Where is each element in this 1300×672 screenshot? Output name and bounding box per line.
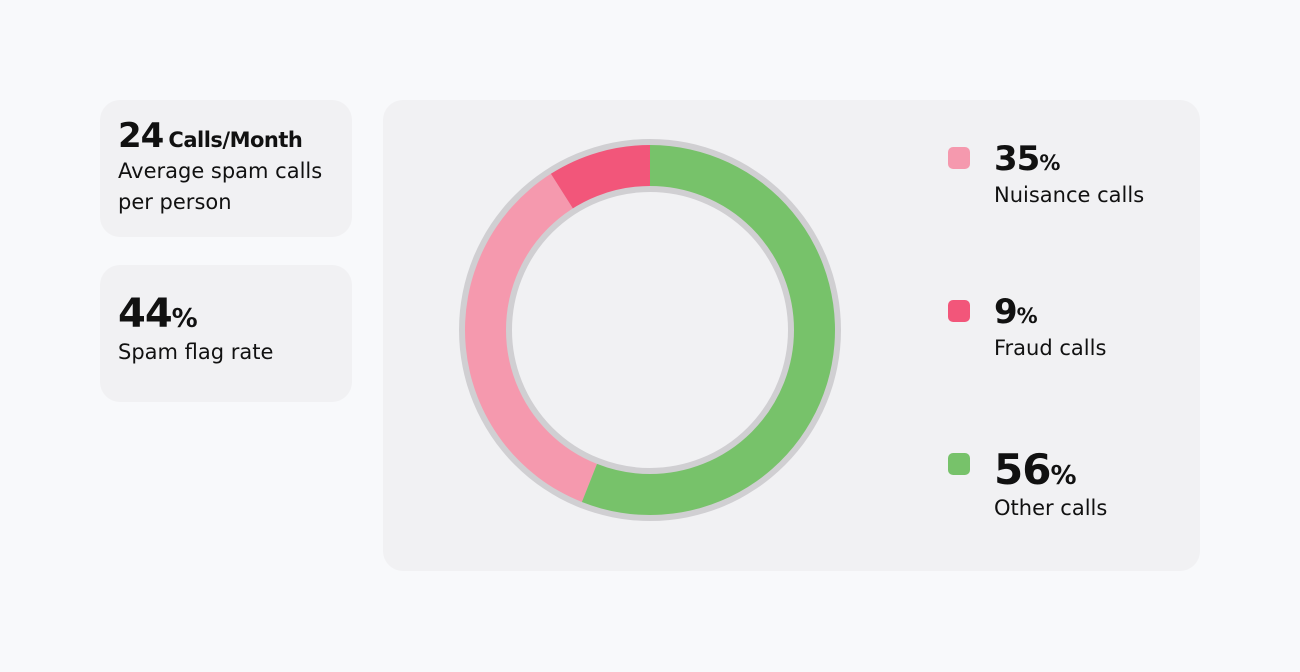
stat-value: 44 [118,291,173,337]
legend-swatch [948,147,970,169]
donut-segment [550,145,650,212]
legend-value: 56% [994,445,1077,494]
legend-label: Nuisance calls [994,183,1145,207]
stat-card: 24 Calls/Month Average spam calls per pe… [100,100,352,237]
legend-unit: % [1050,461,1077,491]
legend-unit: % [1016,304,1038,328]
legend-label: Fraud calls [994,336,1107,360]
stat-unit: Calls/Month [168,128,303,152]
legend-swatch [948,300,970,322]
legend-number: 9 [994,292,1018,332]
legend-unit: % [1039,151,1060,175]
donut-chart [459,139,841,521]
donut-segment [465,173,599,503]
legend-label: Other calls [994,496,1108,520]
legend-number: 35 [994,139,1040,179]
legend-number: 56 [994,445,1051,494]
stat-unit: % [171,304,198,334]
stat-label: Spam flag rate [118,340,274,364]
inner-ring [506,186,794,474]
legend-swatch [948,453,970,475]
legend-value: 9% [994,292,1038,332]
legend-value: 35% [994,139,1060,179]
stat-label: Average spam calls per person [118,159,323,214]
donut-segment [581,145,835,515]
stat-card: 44% Spam flag rate [100,265,352,402]
chart-panel: 35% Nuisance calls 9% Fraud calls 56% Other c… [383,100,1200,571]
stat-value: 24 [118,116,164,156]
